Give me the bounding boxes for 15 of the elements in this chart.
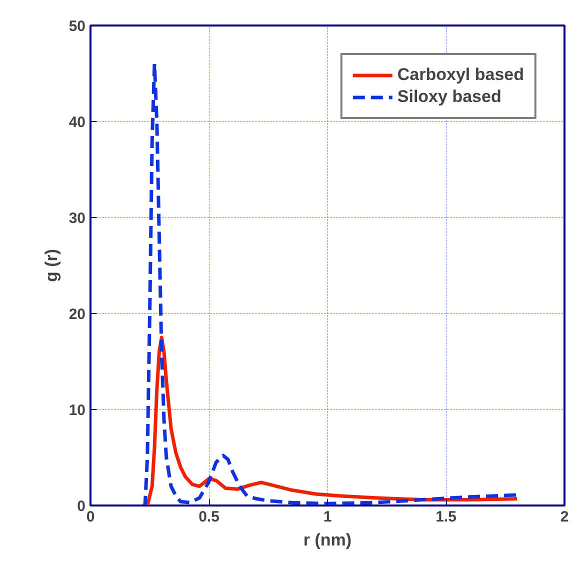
y-tick-label: 30 (68, 210, 86, 227)
line-series (146, 336, 519, 506)
x-tick-label: 1 (323, 508, 332, 526)
y-tick-label: 10 (68, 402, 86, 419)
x-tick-label: 2 (560, 508, 569, 526)
x-tick-label: 0.5 (198, 508, 220, 526)
legend-label: Carboxyl based (397, 65, 524, 85)
y-tick-label: 50 (68, 18, 86, 35)
y-tick-label: 40 (68, 114, 86, 131)
y-tick-label: 0 (77, 498, 86, 515)
x-axis-title: r (nm) (303, 530, 352, 550)
y-axis-title: g (r) (42, 248, 61, 282)
x-tick-label: 1.5 (436, 508, 456, 526)
legend-label: Siloxy based (397, 87, 502, 107)
y-tick-label: 20 (68, 306, 86, 323)
